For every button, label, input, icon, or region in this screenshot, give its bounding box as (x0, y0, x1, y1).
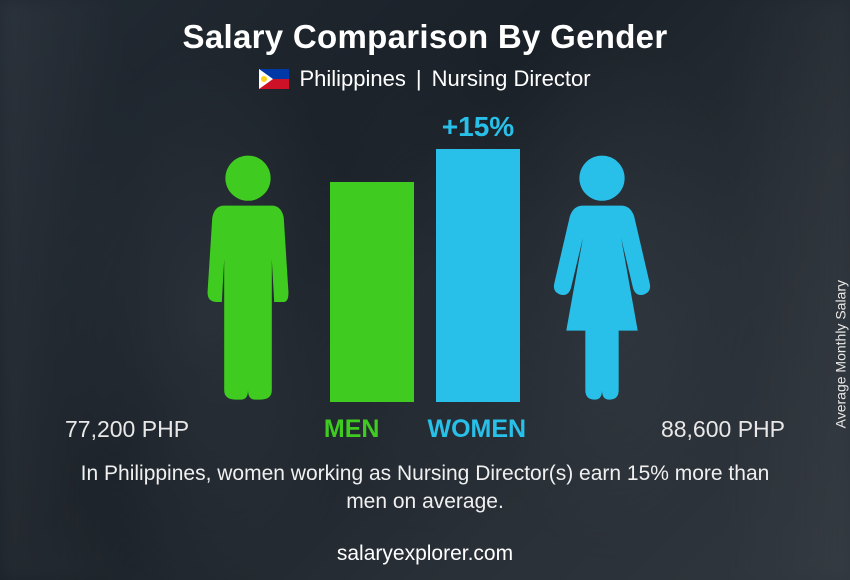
male-salary-value: 77,200 PHP (65, 416, 189, 443)
footer-source: salaryexplorer.com (0, 542, 850, 566)
subtitle-row: Philippines | Nursing Director (0, 66, 850, 92)
female-salary-value: 88,600 PHP (661, 416, 785, 443)
page-title: Salary Comparison By Gender (0, 0, 850, 56)
female-label: WOMEN (427, 415, 526, 444)
role-label: Nursing Director (432, 66, 591, 92)
chart-figures: +15% (95, 122, 755, 402)
chart-area: Average Monthly Salary +15% 77,200 (0, 110, 850, 450)
chart-bottom-labels: 77,200 PHP MEN WOMEN 88,600 PHP (65, 415, 785, 444)
y-axis-label: Average Monthly Salary (832, 280, 848, 428)
male-person-icon (188, 152, 308, 402)
infographic-content: Salary Comparison By Gender Philippines … (0, 0, 850, 580)
female-person-icon (542, 152, 662, 402)
gender-labels: MEN WOMEN (294, 415, 556, 444)
female-bar: +15% (436, 149, 520, 402)
country-label: Philippines (299, 66, 405, 92)
male-bar (330, 182, 414, 402)
philippines-flag-icon (259, 69, 289, 89)
female-delta-label: +15% (442, 111, 514, 143)
separator: | (416, 66, 422, 92)
caption-text: In Philippines, women working as Nursing… (0, 460, 850, 517)
male-label: MEN (324, 415, 380, 444)
